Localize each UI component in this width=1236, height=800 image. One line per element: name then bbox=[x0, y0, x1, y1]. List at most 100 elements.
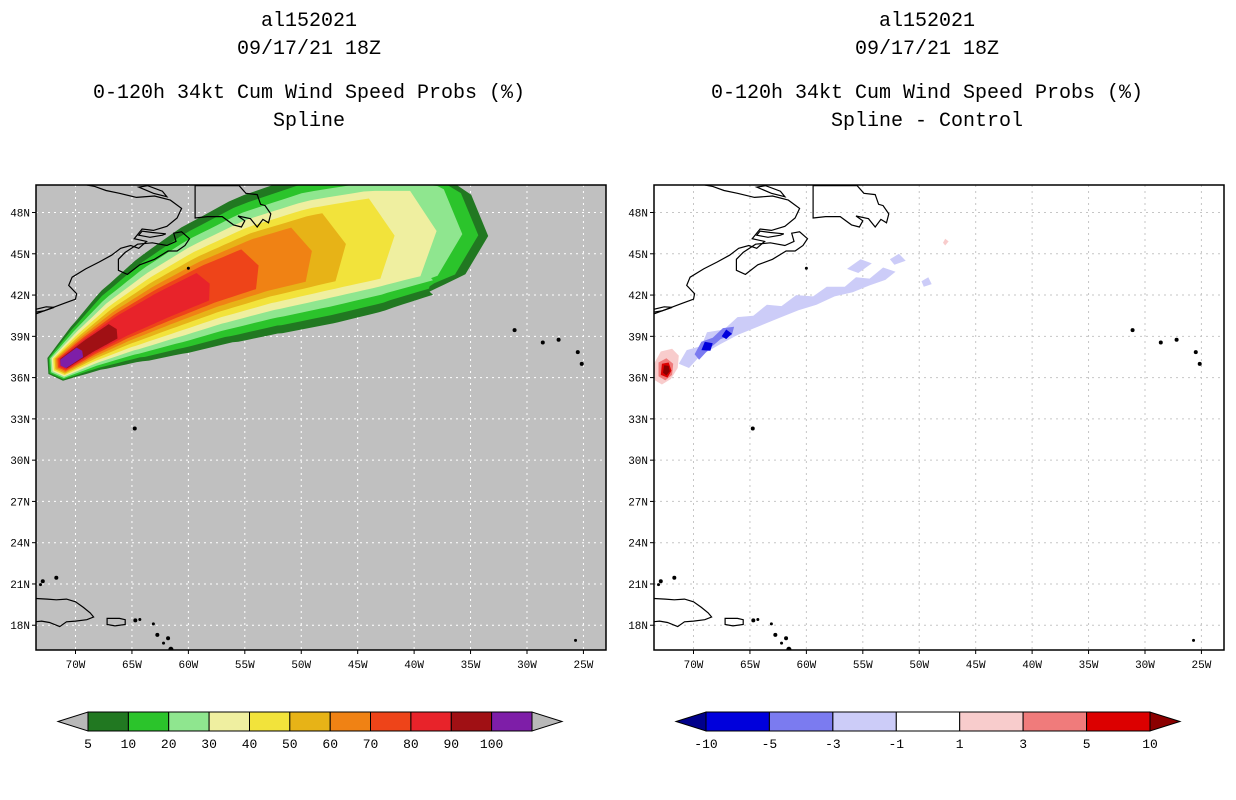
small-island bbox=[756, 617, 760, 621]
map-border bbox=[35, 184, 607, 651]
colorbar-box bbox=[959, 711, 1024, 732]
island-outline bbox=[137, 230, 167, 238]
colorbar-box bbox=[705, 711, 770, 732]
small-island bbox=[780, 641, 784, 645]
lat-tick-label: 45N bbox=[10, 250, 30, 262]
lon-tick-label: 55W bbox=[235, 660, 255, 672]
colorbar-label: 100 bbox=[480, 737, 503, 752]
lat-tick-label: 27N bbox=[628, 497, 648, 509]
colorbar-label: 50 bbox=[282, 737, 298, 752]
colorbar-box bbox=[127, 711, 170, 732]
island-outline bbox=[36, 306, 55, 313]
anomaly-region bbox=[701, 341, 713, 351]
lat-tick-label: 24N bbox=[628, 539, 648, 551]
small-island bbox=[1192, 638, 1196, 642]
island-outline bbox=[136, 185, 169, 198]
panel-titles: al152021 09/17/21 18Z 0-120h 34kt Cum Wi… bbox=[0, 8, 618, 136]
small-island bbox=[658, 579, 663, 584]
lat-tick-label: 18N bbox=[628, 621, 648, 633]
panel-spline-minus-control: al152021 09/17/21 18Z 0-120h 34kt Cum Wi… bbox=[618, 0, 1236, 800]
grid-lines bbox=[654, 185, 1224, 650]
coastlines bbox=[36, 185, 584, 650]
island-outline bbox=[654, 597, 713, 628]
colorbar-box bbox=[370, 711, 412, 732]
title-gap bbox=[618, 64, 1236, 80]
small-island bbox=[138, 617, 142, 621]
lat-tick-label: 45N bbox=[628, 250, 648, 262]
colorbar-label: 90 bbox=[443, 737, 459, 752]
init-datetime: 09/17/21 18Z bbox=[236, 38, 382, 61]
colorbar-label: -5 bbox=[762, 737, 778, 752]
lat-tick-label: 33N bbox=[10, 415, 30, 427]
lon-tick-label: 25W bbox=[1192, 660, 1212, 672]
lat-tick-label: 24N bbox=[10, 539, 30, 551]
colorbar-left-arrow bbox=[56, 711, 89, 732]
colorbar-box bbox=[87, 711, 129, 732]
probability-map: 18N 21N 24N 27N 30N 33N 36N 39N 42N 45N 48N 70W 65W 6… bbox=[10, 184, 607, 672]
island-outline bbox=[724, 617, 744, 627]
prob-contour-100pct bbox=[60, 347, 84, 369]
lat-tick-label: 36N bbox=[628, 374, 648, 386]
small-island bbox=[784, 636, 789, 641]
difference-colorbar: -10 -5 -3 -1 1 3 5 10 bbox=[674, 711, 1182, 752]
lon-tick-label: 30W bbox=[517, 660, 537, 672]
small-island bbox=[773, 632, 778, 637]
lat-tick-label: 48N bbox=[628, 209, 648, 221]
axis-labels: 18N 21N 24N 27N 30N 33N 36N 39N 42N 45N 48N 70W 65W 6… bbox=[628, 209, 1212, 672]
island-outline bbox=[735, 231, 809, 276]
colorbar-label: 10 bbox=[121, 737, 137, 752]
lat-tick-label: 21N bbox=[628, 580, 648, 592]
small-island bbox=[804, 266, 808, 270]
lon-tick-label: 45W bbox=[348, 660, 368, 672]
lon-tick-label: 35W bbox=[461, 660, 481, 672]
small-island bbox=[574, 638, 578, 642]
colorbar-box bbox=[1086, 711, 1151, 732]
small-island bbox=[162, 641, 166, 645]
lat-tick-label: 21N bbox=[10, 580, 30, 592]
anomaly-region bbox=[678, 267, 896, 368]
small-island bbox=[168, 646, 174, 650]
colorbar-label: 5 bbox=[1083, 737, 1091, 752]
island-outline bbox=[36, 597, 95, 628]
storm-id: al152021 bbox=[878, 10, 975, 33]
lat-tick-label: 42N bbox=[10, 291, 30, 303]
small-island bbox=[133, 618, 138, 623]
colorbar-box bbox=[410, 711, 452, 732]
probability-colorbar: 5 10 20 30 40 50 60 70 80 90 100 bbox=[56, 711, 564, 752]
small-island bbox=[657, 583, 661, 587]
panel-spline: al152021 09/17/21 18Z 0-120h 34kt Cum Wi… bbox=[0, 8, 618, 752]
small-island bbox=[155, 632, 160, 637]
anomaly-region bbox=[663, 365, 670, 376]
anomaly-region bbox=[847, 259, 872, 273]
colorbar-box bbox=[832, 711, 897, 732]
lon-tick-label: 50W bbox=[909, 660, 929, 672]
island-outline bbox=[117, 231, 191, 276]
colorbar-label: 60 bbox=[322, 737, 338, 752]
difference-map: 18N 21N 24N 27N 30N 33N 36N 39N 42N 45N 48N 70W 65W 6… bbox=[628, 184, 1225, 672]
colorbar-box bbox=[329, 711, 372, 732]
coastline bbox=[36, 185, 183, 315]
anomaly-region bbox=[721, 329, 732, 340]
lon-tick-label: 60W bbox=[796, 660, 816, 672]
colorbar-label: 40 bbox=[242, 737, 258, 752]
small-island bbox=[672, 575, 677, 580]
island-outline bbox=[194, 185, 272, 228]
colorbar-label: -10 bbox=[694, 737, 717, 752]
lon-tick-label: 30W bbox=[1135, 660, 1155, 672]
small-island bbox=[786, 646, 792, 650]
lat-tick-label: 39N bbox=[10, 332, 30, 344]
colorbar-box bbox=[168, 711, 210, 732]
colorbar-label: 20 bbox=[161, 737, 177, 752]
contour-layer bbox=[47, 185, 489, 381]
map-border bbox=[653, 184, 1225, 651]
island-outline bbox=[754, 185, 787, 198]
axis-labels: 18N 21N 24N 27N 30N 33N 36N 39N 42N 45N 48N 70W 65W 6… bbox=[10, 209, 594, 672]
anomaly-region bbox=[889, 253, 906, 265]
lat-tick-label: 30N bbox=[10, 456, 30, 468]
lat-tick-label: 33N bbox=[628, 415, 648, 427]
lon-tick-label: 50W bbox=[291, 660, 311, 672]
colorbar-label: 3 bbox=[1019, 737, 1027, 752]
colorbar: -10 -5 -3 -1 1 3 5 10 bbox=[674, 711, 1182, 752]
small-island bbox=[186, 266, 190, 270]
small-island bbox=[54, 575, 59, 580]
